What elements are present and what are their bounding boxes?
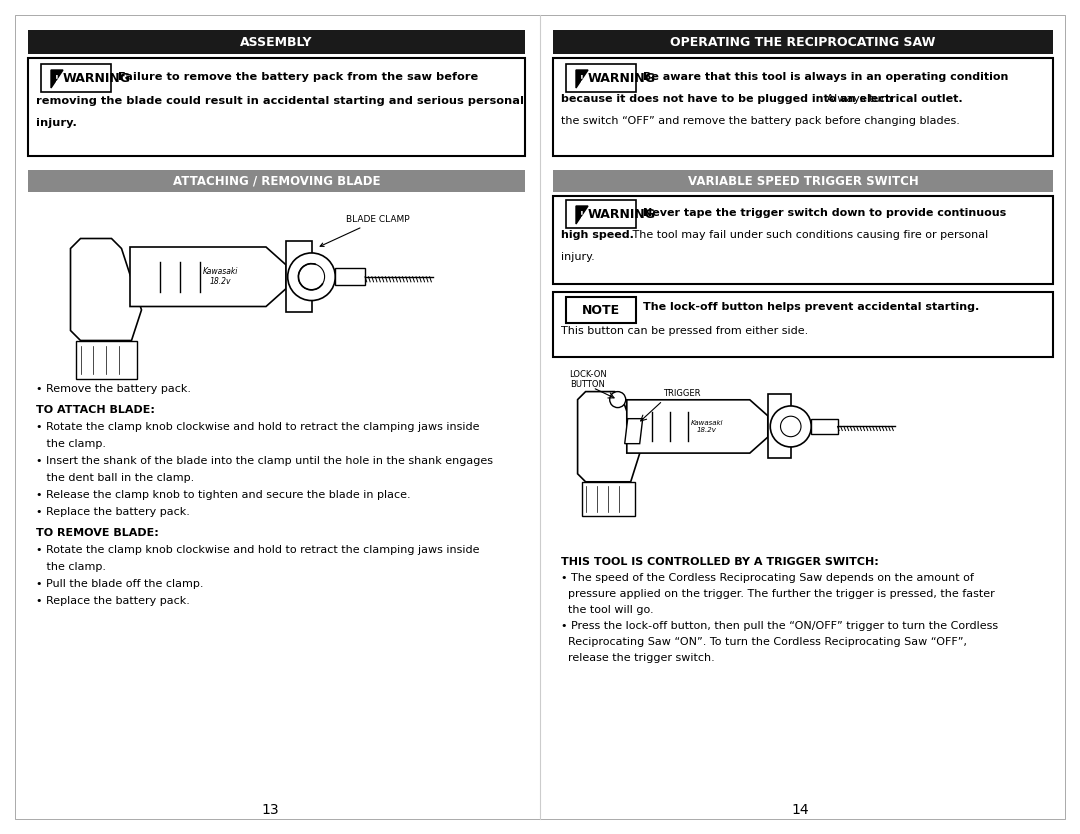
Text: LOCK-ON
BUTTON: LOCK-ON BUTTON [569, 369, 607, 389]
Text: BLADE CLAMP: BLADE CLAMP [320, 215, 410, 246]
Text: THIS TOOL IS CONTROLLED BY A TRIGGER SWITCH:: THIS TOOL IS CONTROLLED BY A TRIGGER SWI… [561, 557, 879, 567]
Text: VARIABLE SPEED TRIGGER SWITCH: VARIABLE SPEED TRIGGER SWITCH [688, 174, 918, 188]
Text: Kawasaki
18.2v: Kawasaki 18.2v [202, 267, 238, 286]
Bar [582, 482, 635, 516]
Text: release the trigger switch.: release the trigger switch. [561, 653, 715, 663]
Text: !: ! [580, 74, 584, 83]
Text: • Rotate the clamp knob clockwise and hold to retract the clamping jaws inside: • Rotate the clamp knob clockwise and ho… [36, 545, 480, 555]
Bar [553, 170, 1053, 192]
Circle shape [781, 416, 801, 437]
Bar [768, 394, 791, 459]
Text: • Press the lock-off button, then pull the “ON/OFF” trigger to turn the Cordless: • Press the lock-off button, then pull t… [561, 621, 998, 631]
Bar [553, 30, 1053, 54]
Circle shape [610, 392, 625, 408]
Bar [553, 196, 1053, 284]
Text: ASSEMBLY: ASSEMBLY [240, 36, 313, 48]
Circle shape [287, 253, 335, 300]
Bar [553, 292, 1053, 357]
Bar [41, 64, 111, 92]
Circle shape [298, 264, 325, 290]
Polygon shape [576, 70, 588, 88]
Text: The tool may fail under such conditions causing fire or personal: The tool may fail under such conditions … [629, 230, 988, 240]
Bar [335, 269, 365, 285]
Text: Reciprocating Saw “ON”. To turn the Cordless Reciprocating Saw “OFF”,: Reciprocating Saw “ON”. To turn the Cord… [561, 637, 967, 647]
Text: Be aware that this tool is always in an operating condition: Be aware that this tool is always in an … [643, 72, 1009, 82]
Text: 13: 13 [261, 803, 279, 817]
Bar [28, 58, 525, 156]
Text: This button can be pressed from either side.: This button can be pressed from either s… [561, 326, 808, 336]
Bar [76, 340, 136, 379]
Polygon shape [626, 399, 768, 453]
Polygon shape [70, 239, 141, 340]
Text: the dent ball in the clamp.: the dent ball in the clamp. [36, 473, 194, 483]
Text: Always turn: Always turn [823, 94, 892, 104]
Text: • Rotate the clamp knob clockwise and hold to retract the clamping jaws inside: • Rotate the clamp knob clockwise and ho… [36, 422, 480, 432]
Bar [28, 170, 525, 192]
Text: the tool will go.: the tool will go. [561, 605, 653, 615]
Text: injury.: injury. [561, 252, 595, 262]
Text: OPERATING THE RECIPROCATING SAW: OPERATING THE RECIPROCATING SAW [671, 36, 935, 48]
Bar [566, 297, 636, 323]
Bar [28, 30, 525, 54]
Text: NOTE: NOTE [582, 304, 620, 316]
Bar [553, 58, 1053, 156]
Text: Never tape the trigger switch down to provide continuous: Never tape the trigger switch down to pr… [643, 208, 1007, 218]
Text: • The speed of the Cordless Reciprocating Saw depends on the amount of: • The speed of the Cordless Reciprocatin… [561, 573, 974, 583]
Bar [566, 200, 636, 228]
Text: injury.: injury. [36, 118, 77, 128]
Text: TRIGGER: TRIGGER [663, 389, 700, 398]
Text: because it does not have to be plugged into an electrical outlet.: because it does not have to be plugged i… [561, 94, 962, 104]
Text: • Replace the battery pack.: • Replace the battery pack. [36, 507, 190, 517]
Text: Kawasaki
18.2v: Kawasaki 18.2v [690, 420, 723, 433]
Text: WARNING: WARNING [588, 208, 656, 220]
Text: the clamp.: the clamp. [36, 439, 106, 449]
Text: TO ATTACH BLADE:: TO ATTACH BLADE: [36, 405, 154, 415]
Text: TO REMOVE BLADE:: TO REMOVE BLADE: [36, 528, 159, 538]
Polygon shape [576, 206, 588, 224]
Text: ATTACHING / REMOVING BLADE: ATTACHING / REMOVING BLADE [173, 174, 380, 188]
Text: WARNING: WARNING [63, 72, 131, 84]
Polygon shape [624, 419, 643, 444]
Text: the switch “OFF” and remove the battery pack before changing blades.: the switch “OFF” and remove the battery … [561, 116, 960, 126]
Text: Failure to remove the battery pack from the saw before: Failure to remove the battery pack from … [118, 72, 478, 82]
Text: • Insert the shank of the blade into the clamp until the hole in the shank engag: • Insert the shank of the blade into the… [36, 456, 492, 466]
Text: high speed.: high speed. [561, 230, 634, 240]
Bar [286, 241, 311, 313]
Bar [566, 64, 636, 92]
Text: The lock-off button helps prevent accidental starting.: The lock-off button helps prevent accide… [643, 302, 980, 312]
Text: pressure applied on the trigger. The further the trigger is pressed, the faster: pressure applied on the trigger. The fur… [561, 589, 995, 599]
Text: the clamp.: the clamp. [36, 562, 106, 572]
Text: • Pull the blade off the clamp.: • Pull the blade off the clamp. [36, 579, 203, 589]
Text: • Release the clamp knob to tighten and secure the blade in place.: • Release the clamp knob to tighten and … [36, 490, 410, 500]
Bar [811, 419, 837, 434]
Polygon shape [130, 247, 286, 307]
Text: !: ! [55, 74, 59, 83]
Text: !: ! [580, 210, 584, 219]
Polygon shape [578, 392, 640, 482]
Text: 14: 14 [792, 803, 809, 817]
Text: WARNING: WARNING [588, 72, 656, 84]
Text: • Remove the battery pack.: • Remove the battery pack. [36, 384, 191, 394]
Text: • Replace the battery pack.: • Replace the battery pack. [36, 596, 190, 606]
Text: removing the blade could result in accidental starting and serious personal: removing the blade could result in accid… [36, 96, 524, 106]
Circle shape [770, 406, 811, 447]
Polygon shape [51, 70, 63, 88]
